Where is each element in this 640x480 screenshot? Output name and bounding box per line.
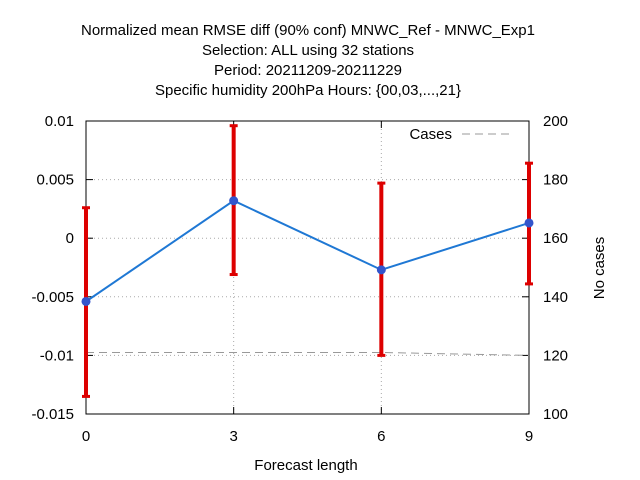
y2-axis-ticks: 100 120 140 160 180 200 xyxy=(522,113,568,423)
y-tick-label: 0.01 xyxy=(45,113,74,130)
y2-tick-label: 140 xyxy=(543,289,568,306)
x-tick-label: 0 xyxy=(82,428,90,445)
y-tick-label: -0.01 xyxy=(40,347,74,364)
y-tick-label: -0.015 xyxy=(31,406,74,423)
chart-title: Normalized mean RMSE diff (90% conf) MNW… xyxy=(81,22,535,99)
y2-tick-label: 200 xyxy=(543,113,568,130)
y2-axis-label: No cases xyxy=(591,237,608,300)
y-tick-label: 0.005 xyxy=(36,172,74,189)
x-axis-ticks: 0 3 6 9 xyxy=(82,121,533,445)
series-line xyxy=(85,199,530,303)
legend-label-cases: Cases xyxy=(409,126,452,143)
data-point xyxy=(524,218,534,228)
title-line-1: Normalized mean RMSE diff (90% conf) MNW… xyxy=(81,22,535,39)
y-tick-label: -0.005 xyxy=(31,289,74,306)
y-tick-label: 0 xyxy=(66,230,74,247)
x-tick-label: 3 xyxy=(229,428,237,445)
data-point xyxy=(229,196,239,206)
error-bars xyxy=(82,124,533,398)
x-tick-label: 6 xyxy=(377,428,385,445)
title-line-2: Selection: ALL using 32 stations xyxy=(202,42,414,59)
cases-series xyxy=(86,351,530,356)
grid xyxy=(86,121,529,414)
plot-frame xyxy=(85,120,530,415)
x-axis-label: Forecast length xyxy=(254,457,357,474)
y2-tick-label: 120 xyxy=(543,347,568,364)
x-tick-label: 9 xyxy=(525,428,533,445)
data-point xyxy=(376,265,386,275)
y2-tick-label: 100 xyxy=(543,406,568,423)
y2-tick-label: 160 xyxy=(543,230,568,247)
data-point xyxy=(81,296,91,306)
main-series xyxy=(81,196,534,306)
y-axis-ticks: -0.015 -0.01 -0.005 0 0.005 0.01 xyxy=(31,113,93,423)
y2-tick-label: 180 xyxy=(543,172,568,189)
title-line-4: Specific humidity 200hPa Hours: {00,03,.… xyxy=(155,82,461,99)
legend: Cases xyxy=(409,126,512,143)
title-line-3: Period: 20211209-20211229 xyxy=(214,62,402,79)
cases-line xyxy=(86,351,530,356)
